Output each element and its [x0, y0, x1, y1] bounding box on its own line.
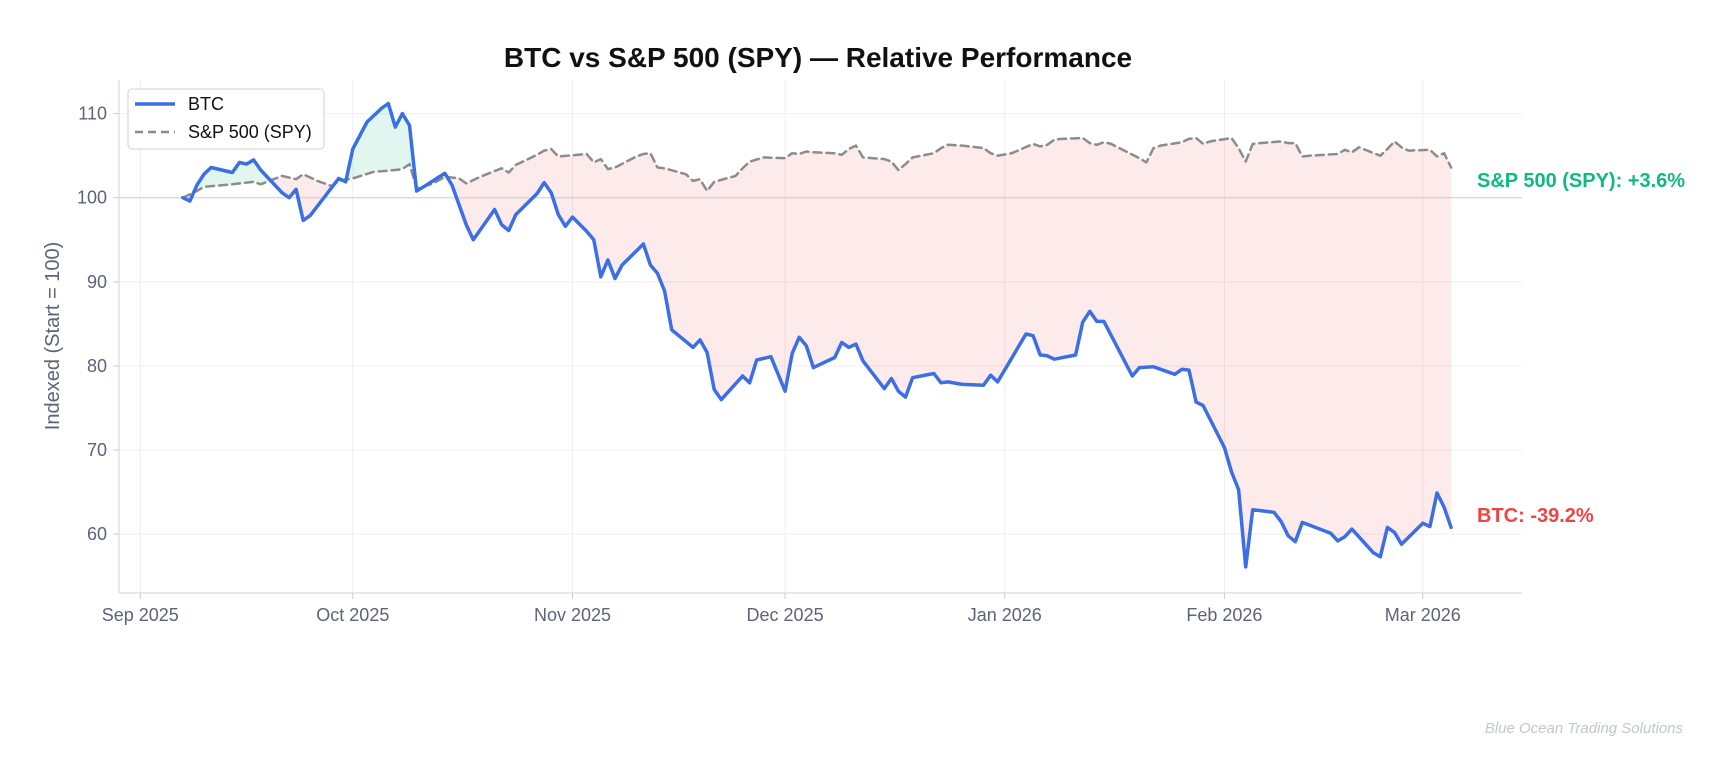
- chart-legend: BTC S&P 500 (SPY): [127, 88, 325, 150]
- legend-label-btc: BTC: [188, 94, 224, 114]
- y-tick-label: 110: [78, 104, 107, 124]
- x-tick-label: Nov 2025: [534, 605, 611, 625]
- x-tick-label: Jan 2026: [968, 605, 1042, 625]
- y-tick-label: 100: [77, 188, 107, 208]
- x-tick-label: Oct 2025: [316, 605, 389, 625]
- x-tick-label: Feb 2026: [1186, 605, 1262, 625]
- spy-series-line: [181, 136, 1453, 199]
- y-tick-label: 60: [87, 524, 107, 544]
- y-tick-label: 70: [87, 440, 107, 460]
- legend-box: [127, 88, 325, 150]
- chart-title: BTC vs S&P 500 (SPY) — Relative Performa…: [504, 42, 1132, 73]
- spy-end-label: S&P 500 (SPY): +3.6%: [1477, 170, 1685, 192]
- btc-end-label: BTC: -39.2%: [1477, 505, 1594, 527]
- y-tick-label: 80: [87, 356, 107, 376]
- y-axis-label: Indexed (Start = 100): [42, 242, 64, 430]
- legend-label-spy: S&P 500 (SPY): [188, 122, 312, 142]
- underperformance-fill: [447, 138, 1452, 567]
- watermark: Blue Ocean Trading Solutions: [1485, 720, 1684, 737]
- x-axis-ticks: Sep 2025 Oct 2025 Nov 2025 Dec 2025 Jan 2026…: [102, 593, 1461, 625]
- y-axis-ticks: 60 70 80 90 100 110: [77, 104, 119, 544]
- y-tick-label: 90: [87, 272, 107, 292]
- btc-series-line: [181, 101, 1453, 569]
- x-tick-label: Dec 2025: [747, 605, 824, 625]
- x-tick-label: Sep 2025: [102, 605, 179, 625]
- x-tick-label: Mar 2026: [1385, 605, 1461, 625]
- series-lines: [181, 101, 1453, 569]
